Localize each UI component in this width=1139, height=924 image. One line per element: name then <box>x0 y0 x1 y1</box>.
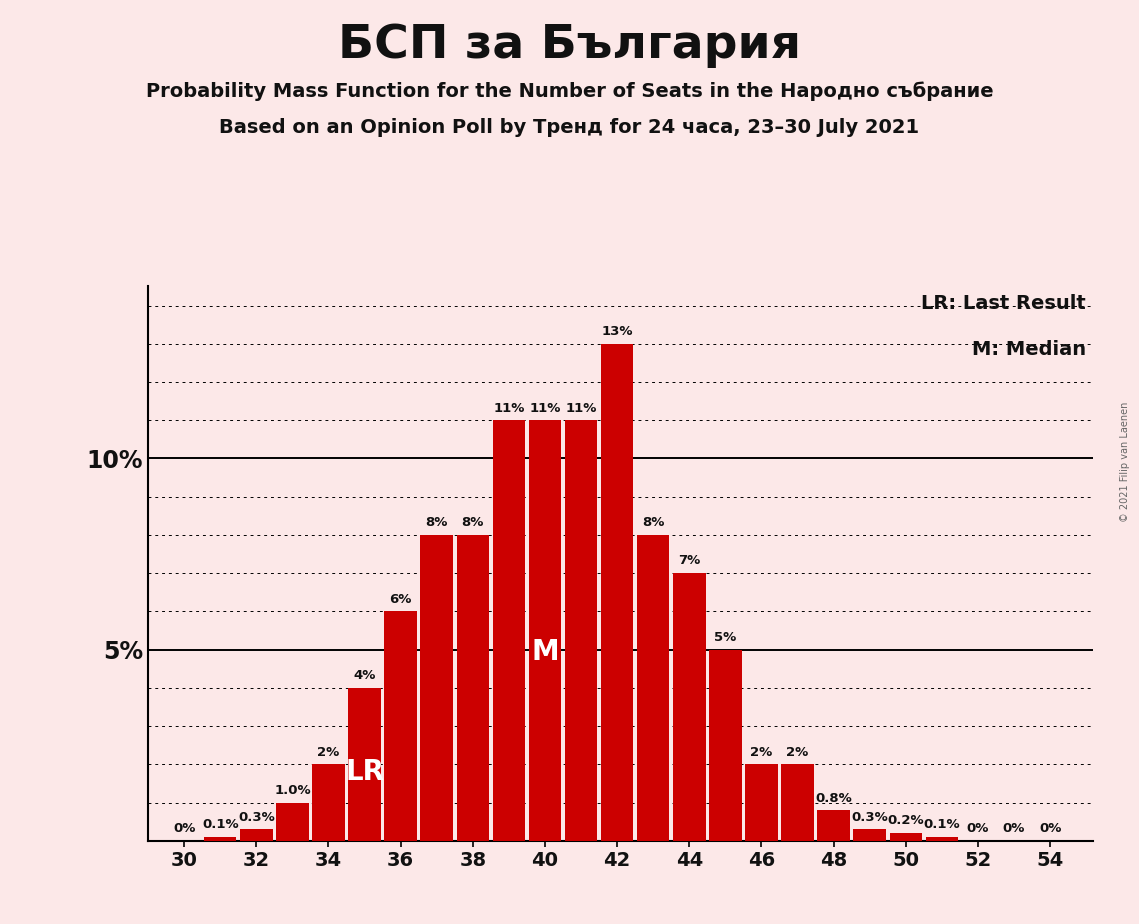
Bar <box>420 535 453 841</box>
Text: 4%: 4% <box>353 669 376 682</box>
Text: 8%: 8% <box>642 517 664 529</box>
Bar <box>528 420 562 841</box>
Bar <box>926 837 958 841</box>
Text: 8%: 8% <box>426 517 448 529</box>
Text: 13%: 13% <box>601 325 633 338</box>
Text: 2%: 2% <box>318 746 339 759</box>
Text: 2%: 2% <box>786 746 809 759</box>
Text: 0.3%: 0.3% <box>851 810 888 823</box>
Bar <box>384 612 417 841</box>
Bar <box>493 420 525 841</box>
Text: 1.0%: 1.0% <box>274 784 311 796</box>
Bar <box>276 803 309 841</box>
Bar <box>745 764 778 841</box>
Text: M: M <box>531 638 559 665</box>
Text: 0%: 0% <box>1039 822 1062 835</box>
Text: 11%: 11% <box>565 402 597 415</box>
Text: LR: LR <box>345 758 384 786</box>
Text: M: Median: M: Median <box>972 340 1087 359</box>
Text: Probability Mass Function for the Number of Seats in the Народно събрание: Probability Mass Function for the Number… <box>146 81 993 101</box>
Bar <box>204 837 237 841</box>
Bar <box>673 573 705 841</box>
Bar <box>565 420 597 841</box>
Text: 11%: 11% <box>493 402 525 415</box>
Text: 0.3%: 0.3% <box>238 810 274 823</box>
Text: 0%: 0% <box>173 822 196 835</box>
Text: 8%: 8% <box>461 517 484 529</box>
Bar <box>781 764 813 841</box>
Text: 0.2%: 0.2% <box>887 814 924 828</box>
Bar <box>853 830 886 841</box>
Text: 5%: 5% <box>714 631 737 644</box>
Text: 0%: 0% <box>1002 822 1025 835</box>
Text: © 2021 Filip van Laenen: © 2021 Filip van Laenen <box>1120 402 1130 522</box>
Bar <box>312 764 345 841</box>
Text: 7%: 7% <box>678 554 700 567</box>
Bar <box>601 344 633 841</box>
Text: 0.8%: 0.8% <box>816 792 852 805</box>
Text: 6%: 6% <box>390 592 412 606</box>
Bar <box>637 535 670 841</box>
Text: Based on an Opinion Poll by Тренд for 24 часа, 23–30 July 2021: Based on an Opinion Poll by Тренд for 24… <box>220 118 919 138</box>
Bar <box>240 830 272 841</box>
Bar <box>710 650 741 841</box>
Bar <box>457 535 489 841</box>
Text: LR: Last Result: LR: Last Result <box>921 294 1087 313</box>
Text: 2%: 2% <box>751 746 772 759</box>
Bar <box>349 687 380 841</box>
Text: БСП за България: БСП за България <box>338 23 801 68</box>
Bar <box>818 810 850 841</box>
Text: 0%: 0% <box>967 822 989 835</box>
Text: 0.1%: 0.1% <box>202 819 238 832</box>
Text: 11%: 11% <box>530 402 560 415</box>
Bar <box>890 833 923 841</box>
Text: 0.1%: 0.1% <box>924 819 960 832</box>
